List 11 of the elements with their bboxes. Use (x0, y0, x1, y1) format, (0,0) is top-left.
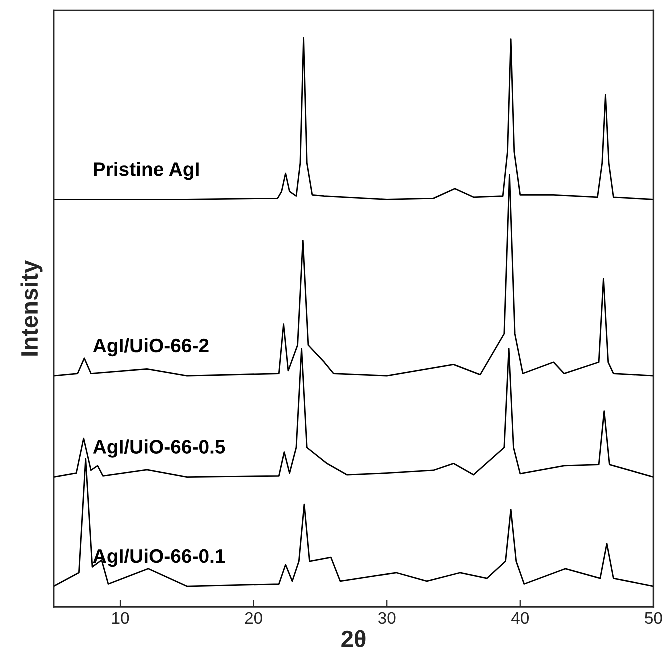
series-label: AgI/UiO-66-0.1 (93, 548, 226, 568)
series-label: AgI/UiO-66-2 (93, 338, 209, 357)
x-tick-label: 20 (245, 612, 262, 624)
x-tick-label: 30 (378, 612, 396, 624)
y-axis-title: Intensity (20, 260, 43, 356)
x-axis-title: 2θ (342, 630, 366, 648)
x-tick-label: 10 (112, 612, 130, 624)
series-label: AgI/UiO-66-0.5 (93, 440, 226, 458)
x-tick-label: 40 (512, 612, 530, 624)
series-label: Pristine AgI (94, 162, 199, 180)
x-tick-label: 50 (645, 612, 662, 624)
